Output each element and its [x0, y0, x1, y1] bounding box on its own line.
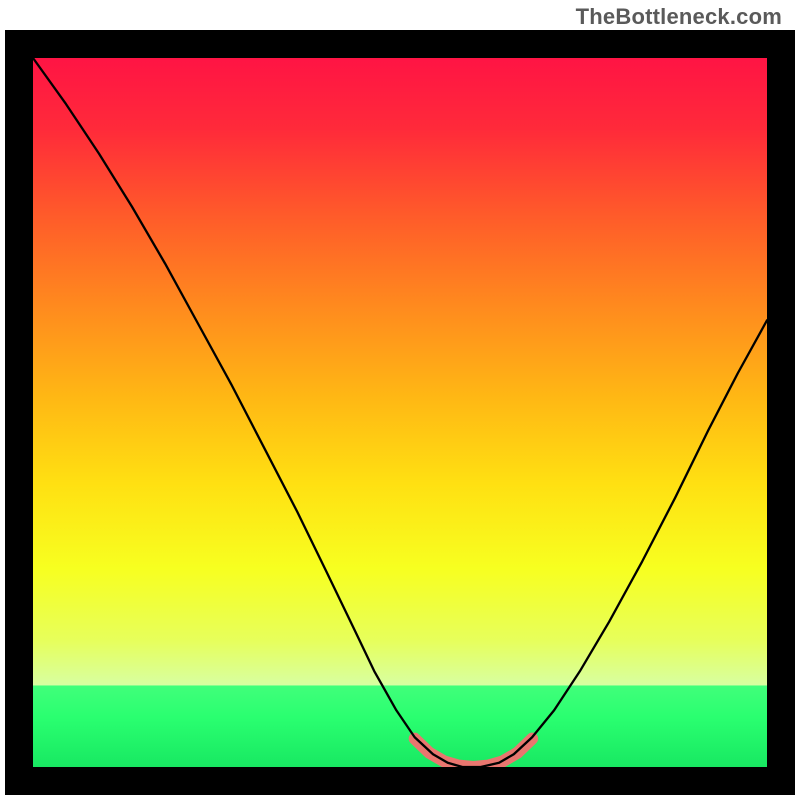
border-top: [5, 30, 795, 58]
chart-stage: TheBottleneck.com: [0, 0, 800, 800]
border-right: [767, 30, 795, 795]
border-bottom: [5, 767, 795, 795]
plot-border: [5, 30, 795, 795]
border-left: [5, 30, 33, 795]
